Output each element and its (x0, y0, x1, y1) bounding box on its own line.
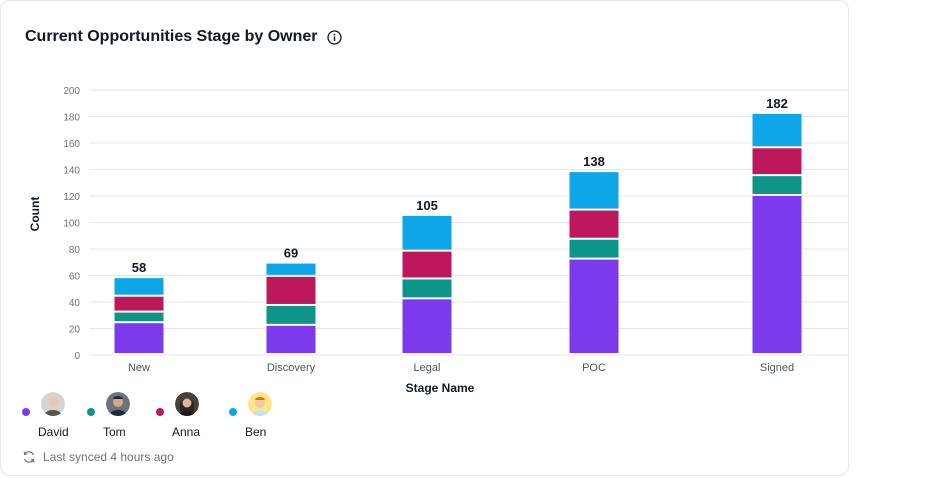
bar-segment[interactable] (752, 196, 802, 353)
bar-segment[interactable] (569, 259, 619, 353)
bar-segment[interactable] (114, 278, 164, 295)
sync-text: Last synced 4 hours ago (43, 450, 174, 464)
bar-segment[interactable] (266, 263, 316, 275)
y-axis-title: Count (28, 197, 42, 232)
y-tick-label: 100 (63, 219, 80, 230)
card-header: Current Opportunities Stage by Owner (25, 28, 343, 46)
y-tick-label: 80 (69, 245, 81, 256)
y-tick-label: 200 (63, 86, 80, 97)
bar-segment[interactable] (114, 323, 164, 353)
bar-total-label: 105 (416, 198, 438, 213)
bar-segment[interactable] (569, 210, 619, 238)
bar-total-label: 58 (132, 260, 146, 275)
y-tick-label: 40 (69, 298, 81, 309)
avatar (41, 392, 65, 416)
bar-segment[interactable] (402, 215, 452, 250)
legend-color-dot (156, 408, 164, 416)
bar-total-label: 182 (766, 96, 788, 111)
bar-total-label: 138 (583, 154, 605, 169)
x-tick-label: Discovery (267, 362, 316, 374)
legend-color-dot (87, 408, 95, 416)
y-tick-label: 120 (63, 192, 80, 203)
bar-segment[interactable] (752, 113, 802, 147)
legend-item-ben[interactable]: Ben (229, 392, 309, 442)
y-tick-label: 140 (63, 166, 80, 177)
legend-item-tom[interactable]: Tom (87, 392, 167, 442)
legend-color-dot (22, 408, 30, 416)
bar-segment[interactable] (752, 176, 802, 194)
avatar (175, 392, 199, 416)
legend-item-anna[interactable]: Anna (156, 392, 236, 442)
y-tick-label: 20 (69, 325, 81, 336)
legend-label: Tom (103, 425, 126, 439)
y-tick-label: 0 (74, 351, 80, 362)
info-circle-icon[interactable] (327, 29, 343, 45)
bar-segment[interactable] (402, 251, 452, 278)
bar-segment[interactable] (402, 299, 452, 353)
stacked-bar-chart: 0 20 40 60 80 100 120 140 160 180 200 Count 58 New 69 D… (28, 86, 849, 395)
legend-color-dot (229, 408, 237, 416)
x-tick-label: POC (582, 362, 606, 374)
x-tick-label: New (128, 362, 150, 374)
bar-segment[interactable] (114, 296, 164, 311)
y-tick-label: 60 (69, 272, 81, 283)
bar-segment[interactable] (266, 276, 316, 304)
bar-segment[interactable] (114, 312, 164, 322)
bar-segment[interactable] (266, 325, 316, 353)
legend-item-david[interactable]: David (22, 392, 102, 442)
legend-label: David (38, 425, 69, 439)
x-tick-label: Legal (414, 362, 441, 374)
avatar (248, 392, 272, 416)
legend-label: Anna (172, 425, 201, 439)
chart-title: Current Opportunities Stage by Owner (25, 28, 318, 45)
refresh-icon[interactable] (22, 450, 36, 464)
legend-label: Ben (245, 425, 267, 439)
x-tick-label: Signed (760, 362, 794, 374)
sync-status: Last synced 4 hours ago (22, 450, 174, 464)
bar-segment[interactable] (569, 239, 619, 258)
bar-segment[interactable] (402, 279, 452, 298)
bar-segment[interactable] (569, 172, 619, 209)
bar-segment[interactable] (752, 148, 802, 175)
bar-total-label: 69 (284, 246, 298, 261)
x-axis-title: Stage Name (406, 381, 475, 395)
y-tick-label: 160 (63, 139, 80, 150)
avatar (106, 392, 130, 416)
y-tick-label: 180 (63, 113, 80, 124)
bar-segment[interactable] (266, 305, 316, 324)
